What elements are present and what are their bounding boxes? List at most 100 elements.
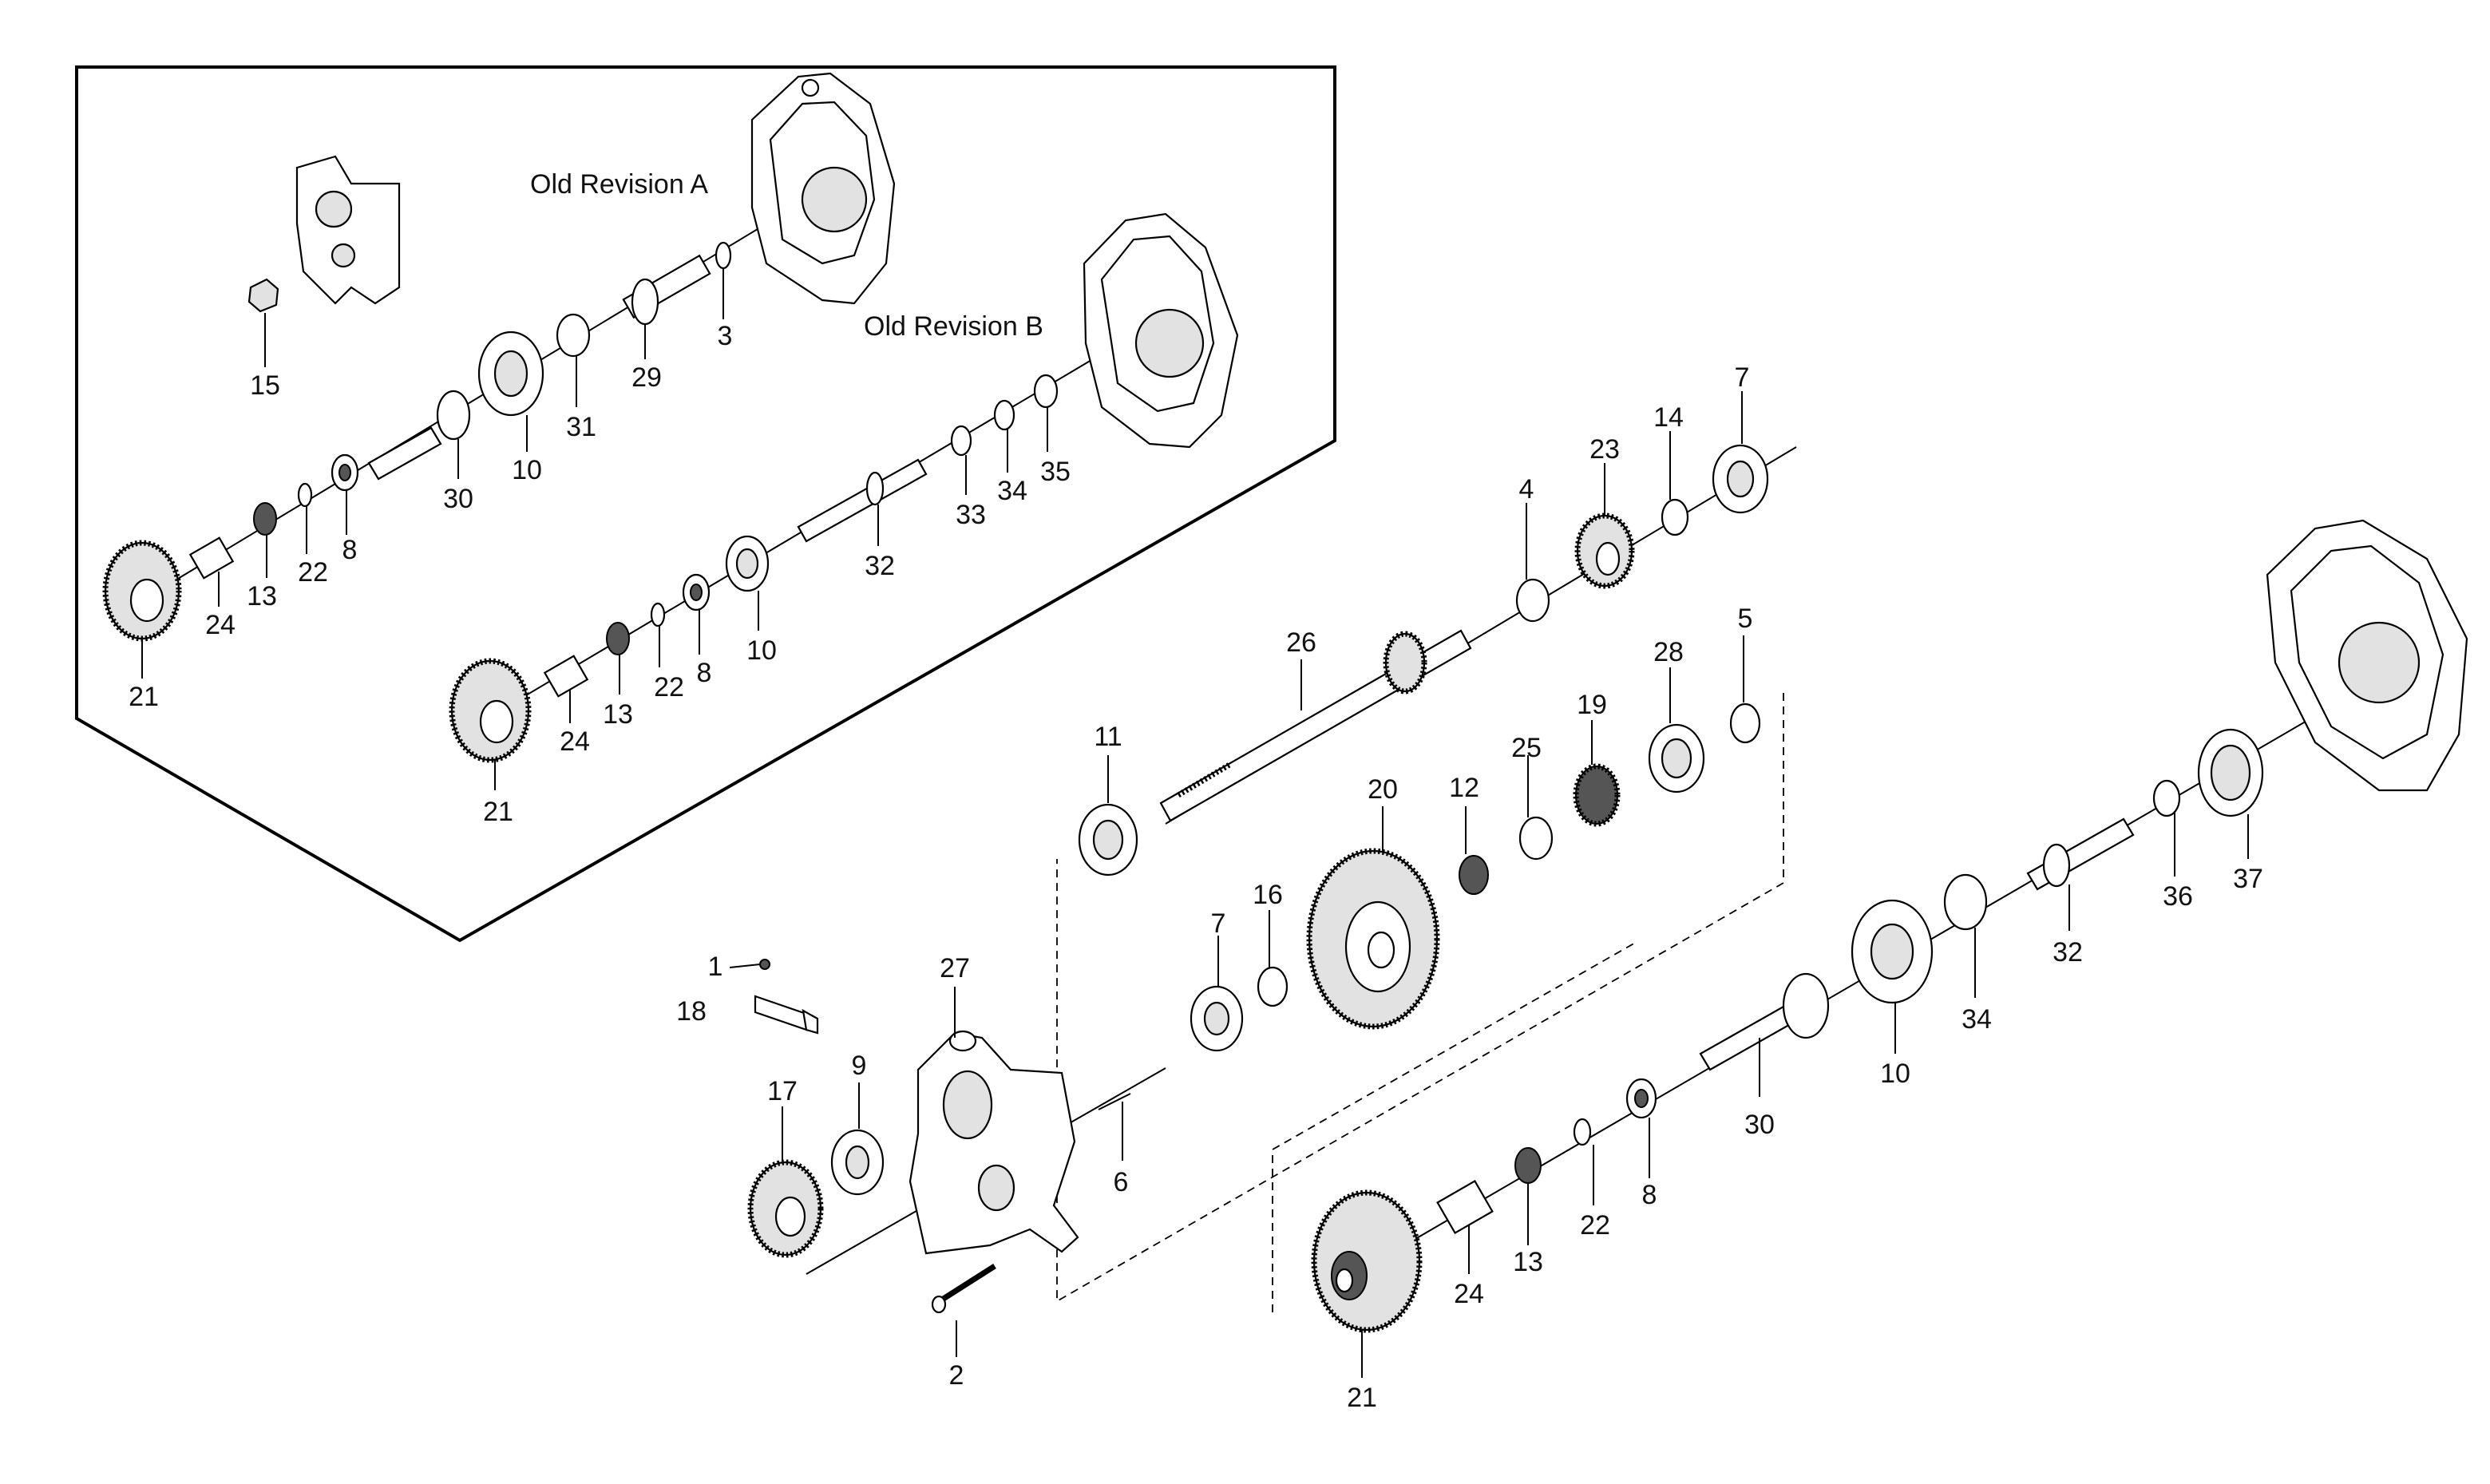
callout-a30: 30 [443, 484, 473, 514]
bushing-icon [188, 536, 235, 580]
main-lower-assembly [1272, 519, 2468, 1333]
snap-ring-icon [1943, 873, 1988, 931]
bushing-icon [1436, 1179, 1494, 1235]
callout-a22: 22 [298, 557, 328, 588]
callout-a31: 31 [566, 412, 596, 442]
bolt-icon [759, 959, 770, 970]
callout-r36: 36 [2163, 881, 2193, 912]
callout-m28: 28 [1653, 637, 1684, 667]
spur-gear-icon [102, 540, 182, 642]
revision-a-assembly [102, 72, 896, 642]
callout-a21: 21 [129, 682, 159, 712]
ball-bearing-icon [1648, 723, 1705, 793]
main-upper-assembly [1056, 444, 1797, 1303]
snap-ring-icon [1257, 966, 1289, 1007]
needle-bearing-icon [606, 622, 630, 655]
spur-gear-icon [1306, 848, 1440, 1030]
callout-m4: 4 [1519, 474, 1534, 505]
snap-ring-icon [1573, 1118, 1592, 1146]
ball-bearing-icon [1078, 803, 1138, 877]
callout-m16: 16 [1253, 880, 1283, 910]
bushing-icon [543, 655, 589, 698]
shaft-icon [1699, 972, 1830, 1071]
callout-b21: 21 [483, 797, 513, 827]
callout-m19: 19 [1577, 690, 1607, 720]
snap-ring-icon [556, 313, 591, 358]
support-bracket-icon [909, 1030, 1079, 1255]
ball-bearing-icon [1625, 1078, 1657, 1119]
callout-r8: 8 [1642, 1180, 1657, 1210]
needle-bearing-icon [1459, 855, 1489, 895]
callout-b10: 10 [746, 635, 777, 666]
callout-m6: 6 [1114, 1167, 1129, 1197]
callout-r22: 22 [1580, 1210, 1610, 1241]
revision-a-title: Old Revision A [530, 169, 708, 200]
callout-b22: 22 [654, 672, 684, 702]
callout-m18: 18 [676, 996, 707, 1027]
callout-r13: 13 [1513, 1247, 1543, 1277]
shaft-icon [1159, 629, 1472, 822]
callout-b13: 13 [603, 699, 633, 730]
spur-gear-icon [1573, 763, 1621, 827]
snap-ring-icon [1033, 374, 1059, 409]
ball-bearing-icon [725, 535, 770, 592]
callout-b8: 8 [697, 658, 712, 688]
gear-housing-icon [750, 72, 896, 305]
callout-a24: 24 [205, 610, 236, 640]
revision-b-title: Old Revision B [864, 311, 1043, 342]
gear-housing-icon [2266, 519, 2468, 792]
callout-m1: 1 [708, 952, 723, 982]
callout-b24: 24 [560, 726, 590, 757]
ball-bearing-icon [682, 573, 711, 611]
snap-ring-icon [297, 482, 313, 508]
callout-r24: 24 [1454, 1279, 1484, 1309]
snap-ring-icon [715, 241, 732, 270]
retainer-plate-icon [754, 995, 819, 1035]
callout-m26: 26 [1286, 627, 1316, 658]
ball-bearing-icon [1190, 985, 1244, 1052]
callout-a10: 10 [512, 455, 542, 485]
ball-bearing-icon [2197, 728, 2264, 817]
ball-bearing-icon [331, 453, 359, 492]
callout-a29: 29 [631, 362, 662, 393]
snap-ring-icon [993, 399, 1015, 431]
callout-m7: 7 [1735, 362, 1750, 393]
spur-gear-icon [747, 1159, 824, 1258]
callout-m17: 17 [767, 1076, 798, 1106]
ball-bearing-icon [1851, 899, 1934, 1004]
callout-a3: 3 [718, 321, 733, 351]
callout-m25: 25 [1511, 733, 1542, 763]
callout-r30: 30 [1744, 1110, 1775, 1140]
callout-m5: 5 [1738, 603, 1753, 634]
callout-m23: 23 [1589, 434, 1620, 465]
ball-bearing-icon [830, 1129, 885, 1196]
snap-ring-icon [1515, 578, 1550, 623]
snap-ring-icon [2152, 779, 2181, 817]
ball-bearing-icon [477, 330, 544, 417]
callout-b34: 34 [997, 476, 1027, 506]
revision-b-assembly [449, 212, 1239, 763]
needle-bearing-icon [253, 502, 277, 536]
snap-ring-icon [1729, 702, 1761, 744]
callout-m11: 11 [1094, 722, 1122, 752]
shaft-icon [797, 458, 928, 543]
callout-a13: 13 [247, 581, 277, 611]
support-bracket-icon [295, 155, 401, 305]
bushing-icon [950, 425, 972, 457]
bolt-icon [931, 1264, 996, 1314]
nut-icon [247, 278, 279, 313]
gear-housing-icon [1083, 212, 1239, 449]
callout-a15: 15 [250, 370, 280, 401]
callout-r37: 37 [2233, 864, 2263, 894]
callout-r34: 34 [1962, 1004, 1992, 1035]
callout-m9: 9 [852, 1051, 867, 1081]
callout-r32: 32 [2053, 937, 2083, 968]
spur-gear-icon [449, 658, 532, 763]
snap-ring-icon [1661, 498, 1689, 536]
shaft-icon [622, 254, 711, 326]
snap-ring-icon [650, 602, 666, 627]
spur-gear-icon [1574, 512, 1635, 589]
callout-m14: 14 [1653, 402, 1684, 433]
spur-gear-icon [1311, 1189, 1423, 1333]
old-revisions-frame [75, 65, 1336, 943]
